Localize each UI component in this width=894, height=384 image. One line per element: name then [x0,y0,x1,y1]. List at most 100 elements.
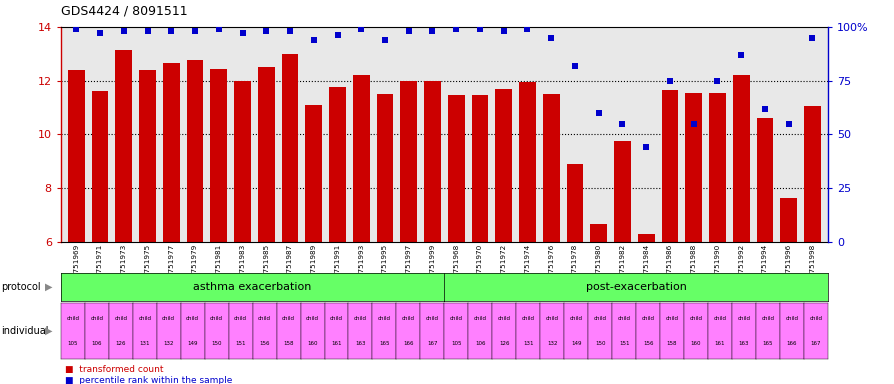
Text: 163: 163 [738,341,748,346]
Text: 106: 106 [91,341,102,346]
Text: child: child [330,316,342,321]
Text: ▶: ▶ [45,326,52,336]
Text: 106: 106 [475,341,485,346]
Bar [210,68,227,242]
Bar [68,70,85,242]
Text: child: child [90,316,103,321]
Text: 160: 160 [307,341,317,346]
Text: 151: 151 [618,341,628,346]
Point [686,121,700,127]
Text: protocol: protocol [1,282,40,292]
Text: child: child [593,316,606,321]
Text: GDS4424 / 8091511: GDS4424 / 8091511 [61,4,187,17]
Text: 105: 105 [451,341,461,346]
Text: 158: 158 [283,341,293,346]
Text: 151: 151 [235,341,246,346]
Text: 131: 131 [522,341,533,346]
Bar [234,81,250,242]
Text: 156: 156 [642,341,653,346]
Text: child: child [521,316,534,321]
Bar [400,81,417,242]
Bar [424,81,441,242]
Text: child: child [377,316,391,321]
Text: ■  transformed count: ■ transformed count [65,365,164,374]
Text: ■  percentile rank within the sample: ■ percentile rank within the sample [65,376,232,384]
Text: child: child [162,316,175,321]
Bar [637,234,654,242]
Bar [755,118,772,242]
Bar [543,94,559,242]
Point [472,26,486,32]
Text: 166: 166 [786,341,797,346]
Text: 161: 161 [714,341,724,346]
Text: child: child [688,316,702,321]
Text: child: child [450,316,462,321]
Text: child: child [713,316,726,321]
Bar [282,54,298,242]
Point [805,35,819,41]
Text: child: child [473,316,486,321]
Bar [115,50,132,242]
Point [638,144,653,151]
Point [449,26,463,32]
Bar [519,82,536,242]
Point [733,52,747,58]
Text: child: child [426,316,438,321]
Point [140,28,155,34]
Bar [708,93,725,242]
Bar [495,89,511,242]
Text: 161: 161 [331,341,342,346]
Point [614,121,628,127]
Bar [187,61,203,242]
Bar [685,93,701,242]
Text: 165: 165 [379,341,389,346]
Text: child: child [545,316,558,321]
Text: 163: 163 [355,341,366,346]
Bar [305,105,322,242]
Point [164,28,178,34]
Text: post-exacerbation: post-exacerbation [585,282,686,292]
Text: asthma exacerbation: asthma exacerbation [193,282,311,292]
Point [211,26,225,32]
Text: 166: 166 [402,341,413,346]
Text: 132: 132 [546,341,557,346]
Point [330,32,344,38]
Bar [661,90,678,242]
Text: child: child [785,316,797,321]
Point [116,28,131,34]
Text: child: child [761,316,773,321]
Text: child: child [234,316,247,321]
Bar [139,70,156,242]
Point [567,63,581,69]
Bar [447,96,464,242]
Text: child: child [641,316,654,321]
Point [307,37,321,43]
Point [757,106,772,112]
Point [259,28,274,34]
Text: 156: 156 [259,341,270,346]
Point [377,37,392,43]
Text: child: child [354,316,367,321]
Text: 165: 165 [762,341,772,346]
Point [69,26,83,32]
Bar [803,106,820,242]
Point [710,78,724,84]
Text: child: child [401,316,415,321]
Point [93,30,107,36]
Point [519,26,534,32]
Text: child: child [617,316,630,321]
Point [283,28,297,34]
Bar [329,88,345,242]
Point [354,26,368,32]
Bar [566,164,583,242]
Bar [91,91,108,242]
Point [544,35,558,41]
Text: child: child [114,316,127,321]
Text: 126: 126 [499,341,509,346]
Text: 105: 105 [68,341,78,346]
Text: 160: 160 [690,341,701,346]
Bar [590,224,606,242]
Bar [163,63,180,242]
Text: child: child [186,316,199,321]
Text: child: child [808,316,822,321]
